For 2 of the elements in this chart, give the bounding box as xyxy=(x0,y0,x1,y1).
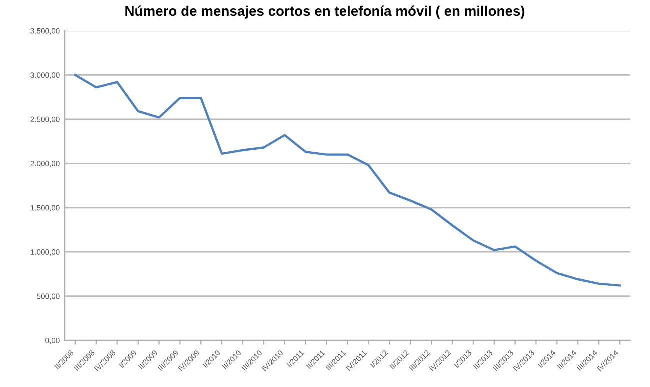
line-series xyxy=(74,74,622,287)
chart-title: Número de mensajes cortos en telefonía móvil ( en millones) xyxy=(126,6,525,19)
